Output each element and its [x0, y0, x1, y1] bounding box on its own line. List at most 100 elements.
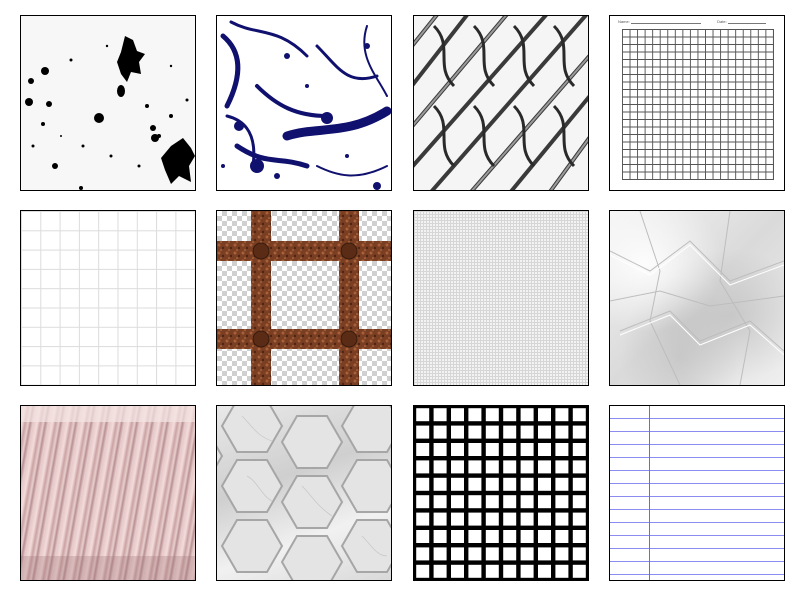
grid-cell	[572, 564, 586, 578]
grid-cell	[485, 425, 499, 439]
grid-cell	[416, 443, 430, 456]
grid-cell	[485, 460, 499, 474]
tile-light-grid[interactable]	[20, 210, 196, 386]
grid-cell	[555, 564, 569, 578]
grid-cell	[572, 495, 586, 509]
grid-cell	[468, 477, 482, 491]
form-header: Name: Date:	[618, 19, 776, 24]
grid-cell	[503, 460, 517, 474]
grid-cell	[433, 477, 447, 491]
grid-cell	[538, 547, 551, 561]
grid-cell	[433, 530, 447, 543]
grid-cell	[503, 408, 517, 422]
grid-cell	[451, 564, 464, 578]
grid-cell	[538, 477, 551, 491]
grid-cell	[451, 477, 464, 491]
grid-cell	[451, 460, 464, 474]
grid-cell	[520, 408, 534, 422]
grid-cell	[468, 530, 482, 543]
grid-cell	[520, 460, 534, 474]
rusty-grate-icon	[217, 211, 391, 385]
grid-cell	[485, 547, 499, 561]
grid-cell	[520, 564, 534, 578]
grid-cell	[572, 443, 586, 456]
grid-cell	[538, 460, 551, 474]
graph-paper-form-icon	[622, 29, 774, 180]
grid-cell	[503, 495, 517, 509]
tile-paint-splatter[interactable]	[216, 15, 392, 191]
tile-pleated-fabric[interactable]	[20, 405, 196, 581]
date-label: Date:	[717, 19, 727, 24]
grid-cell	[451, 495, 464, 509]
pleated-fabric-icon	[21, 406, 195, 580]
grid-cell	[451, 530, 464, 543]
chain-link-fence-icon	[414, 16, 588, 190]
crumpled-paper-icon	[610, 211, 784, 385]
grid-cell	[416, 408, 430, 422]
grid-cell	[451, 547, 464, 561]
grid-cell	[433, 425, 447, 439]
grid-cell	[538, 564, 551, 578]
grid-cell	[468, 443, 482, 456]
grid-cell	[555, 425, 569, 439]
grid-cell	[503, 547, 517, 561]
tile-chain-link[interactable]	[413, 15, 589, 191]
tile-black-square-grid[interactable]	[413, 405, 589, 581]
grid-cell	[572, 460, 586, 474]
grid-cell	[485, 495, 499, 509]
grid-cell	[555, 530, 569, 543]
grid-cell	[538, 408, 551, 422]
tile-ruled-notebook[interactable]	[609, 405, 785, 581]
grid-cell	[485, 512, 499, 526]
grid-cell	[520, 512, 534, 526]
tile-crumpled-paper[interactable]	[609, 210, 785, 386]
tile-hexagon-marble[interactable]	[216, 405, 392, 581]
grid-cell	[572, 547, 586, 561]
grid-cell	[468, 512, 482, 526]
grid-cell	[538, 495, 551, 509]
grid-cell	[503, 530, 517, 543]
tile-rusty-grate[interactable]	[216, 210, 392, 386]
black-square-grid-icon	[414, 406, 588, 580]
grid-cell	[468, 547, 482, 561]
grid-cell	[503, 477, 517, 491]
grid-cell	[416, 564, 430, 578]
grid-cell	[520, 425, 534, 439]
grid-cell	[468, 408, 482, 422]
grid-cell	[468, 460, 482, 474]
grid-cell	[503, 443, 517, 456]
grid-cell	[416, 460, 430, 474]
grid-cell	[433, 443, 447, 456]
grid-cell	[520, 495, 534, 509]
grid-cell	[520, 547, 534, 561]
tile-ink-splatter[interactable]	[20, 15, 196, 191]
grid-cell	[433, 460, 447, 474]
grid-cell	[433, 547, 447, 561]
grid-cell	[433, 512, 447, 526]
tile-graph-paper-form[interactable]: Name: Date:	[609, 15, 785, 191]
grid-cell	[468, 425, 482, 439]
grid-cell	[433, 564, 447, 578]
grid-cell	[416, 512, 430, 526]
grid-cell	[485, 477, 499, 491]
grid-cell	[485, 564, 499, 578]
grid-cell	[538, 530, 551, 543]
grid-cell	[451, 425, 464, 439]
grid-cell	[451, 512, 464, 526]
grid-cell	[416, 425, 430, 439]
grid-cell	[520, 443, 534, 456]
grid-cell	[485, 530, 499, 543]
grid-cell	[451, 443, 464, 456]
grid-cell	[572, 408, 586, 422]
grid-cell	[572, 477, 586, 491]
grid-cell	[555, 408, 569, 422]
grid-cell	[468, 495, 482, 509]
name-label: Name:	[618, 19, 630, 24]
grid-cell	[416, 530, 430, 543]
tile-fine-grid[interactable]	[413, 210, 589, 386]
grid-cell	[572, 512, 586, 526]
grid-cell	[555, 477, 569, 491]
hexagon-marble-tiles-icon	[217, 406, 391, 580]
grid-cell	[555, 495, 569, 509]
